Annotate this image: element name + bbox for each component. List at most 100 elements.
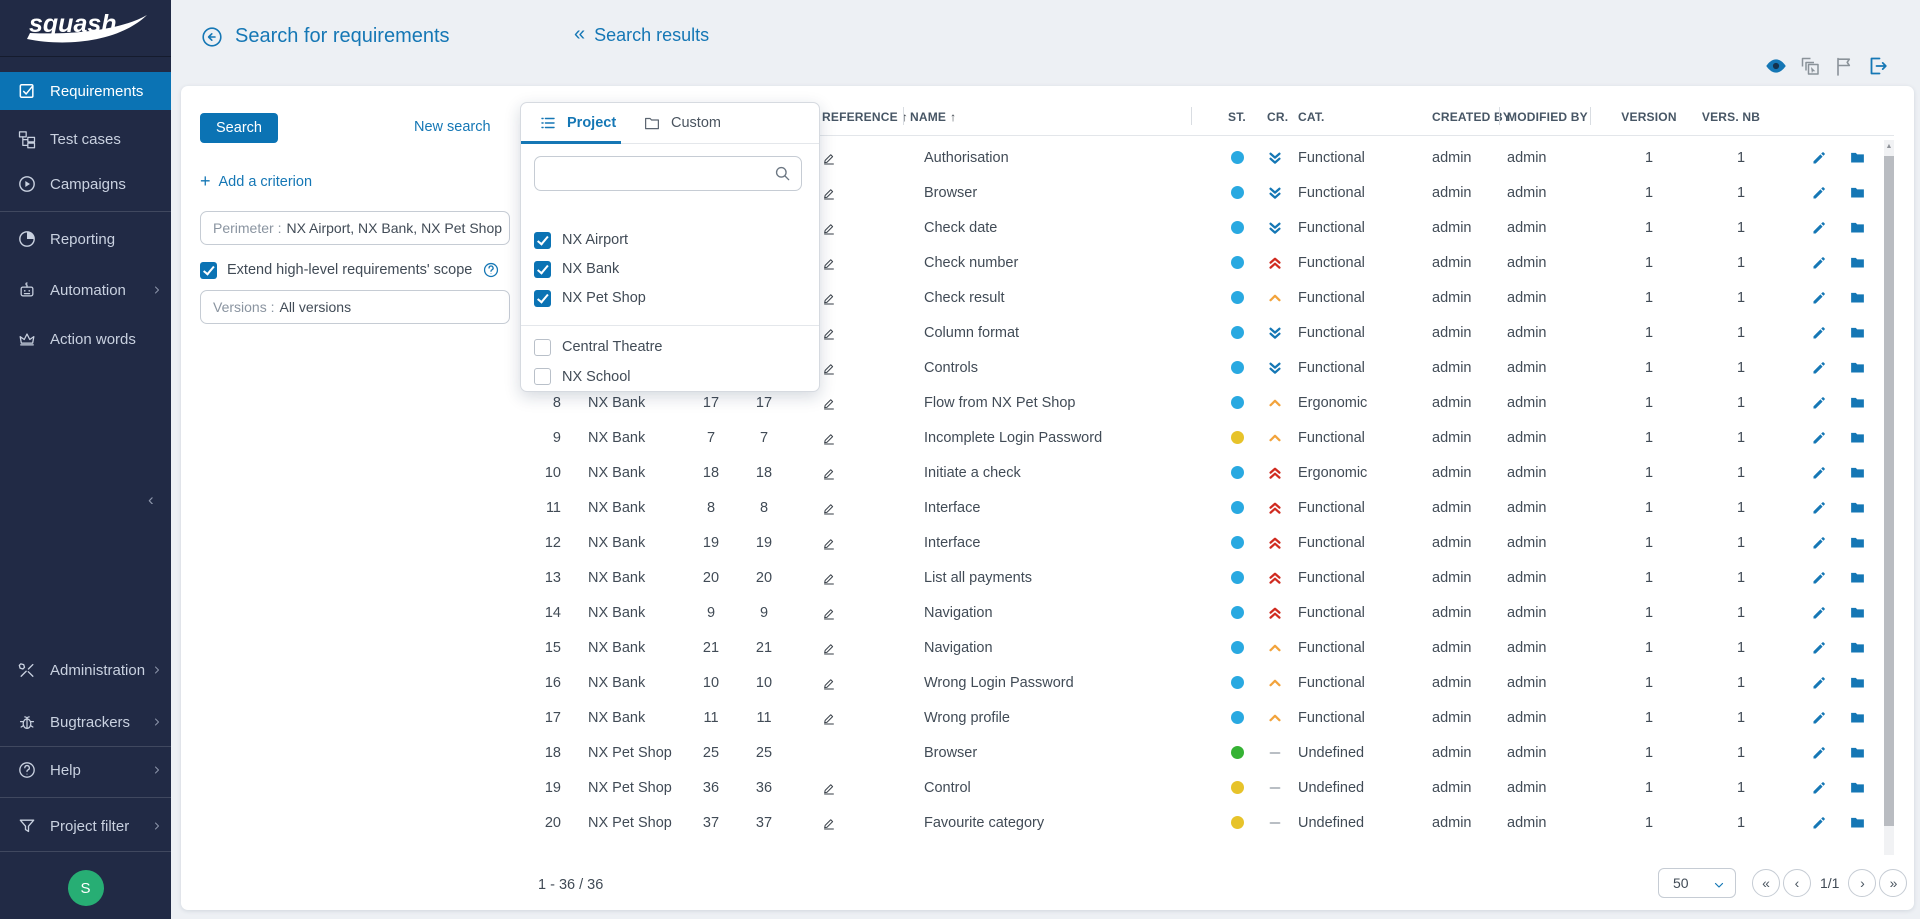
search-results-link[interactable]: « Search results (574, 23, 710, 45)
column-header-version-count[interactable]: VERS. NB (1701, 110, 1761, 124)
open-folder-icon[interactable] (1849, 744, 1866, 761)
edit-pencil-icon[interactable] (1811, 674, 1828, 691)
open-folder-icon[interactable] (1849, 289, 1866, 306)
inline-edit-pencil-icon[interactable] (821, 150, 837, 166)
cell-name[interactable]: Browser (924, 184, 978, 201)
open-folder-icon[interactable] (1849, 254, 1866, 271)
previous-page-button[interactable]: ‹ (1783, 869, 1811, 897)
edit-pencil-icon[interactable] (1811, 709, 1828, 726)
edit-pencil-icon[interactable] (1811, 779, 1828, 796)
last-page-button[interactable]: » (1879, 869, 1908, 897)
open-folder-icon[interactable] (1849, 779, 1866, 796)
table-row[interactable]: 11 NX Bank 8 8 Interface Functional admin admin… (181, 490, 1914, 525)
edit-pencil-icon[interactable] (1811, 394, 1828, 411)
table-row[interactable]: 14 NX Bank 9 9 Navigation Functional admin admi… (181, 595, 1914, 630)
edit-pencil-icon[interactable] (1811, 464, 1828, 481)
eye-icon[interactable] (1764, 54, 1788, 78)
open-folder-icon[interactable] (1849, 604, 1866, 621)
column-header-created-by[interactable]: CREATED BY (1432, 110, 1512, 124)
inline-edit-pencil-icon[interactable] (821, 220, 837, 236)
sidebar-item-campaigns[interactable]: Campaigns (0, 165, 171, 203)
checked-checkbox[interactable] (534, 289, 551, 307)
column-header-category[interactable]: CAT. (1298, 110, 1325, 124)
column-header-modified-by[interactable]: MODIFIED BY (1507, 110, 1588, 124)
sidebar-item-administration[interactable]: Administration (0, 651, 171, 689)
table-row[interactable]: Check number Functional admin admin 1 1 (181, 245, 1914, 280)
edit-pencil-icon[interactable] (1811, 289, 1828, 306)
open-folder-icon[interactable] (1849, 324, 1866, 341)
inline-edit-pencil-icon[interactable] (821, 640, 837, 656)
open-folder-icon[interactable] (1849, 814, 1866, 831)
open-folder-icon[interactable] (1849, 464, 1866, 481)
edit-pencil-icon[interactable] (1811, 814, 1828, 831)
table-row[interactable]: Column format Functional admin admin 1 1 (181, 315, 1914, 350)
cell-name[interactable]: Check result (924, 289, 1005, 306)
inline-edit-pencil-icon[interactable] (821, 185, 837, 201)
open-folder-icon[interactable] (1849, 499, 1866, 516)
open-folder-icon[interactable] (1849, 639, 1866, 656)
project-option[interactable]: NX School (534, 365, 631, 389)
cell-name[interactable]: Navigation (924, 604, 993, 621)
open-folder-icon[interactable] (1849, 394, 1866, 411)
edit-pencil-icon[interactable] (1811, 429, 1828, 446)
column-header-version[interactable]: VERSION (1621, 110, 1677, 124)
inline-edit-pencil-icon[interactable] (821, 815, 837, 831)
cell-name[interactable]: Favourite category (924, 814, 1045, 831)
project-option[interactable]: Central Theatre (534, 335, 662, 359)
column-header-name[interactable]: NAME ↑ (910, 110, 957, 124)
inline-edit-pencil-icon[interactable] (821, 290, 837, 306)
open-folder-icon[interactable] (1849, 709, 1866, 726)
scroll-up-icon[interactable]: ▲ (1885, 143, 1893, 150)
table-row[interactable]: 10 NX Bank 18 18 Initiate a check Ergonomic ad… (181, 455, 1914, 490)
flag-icon[interactable] (1832, 54, 1856, 78)
cell-name[interactable]: Check number (924, 254, 1019, 271)
squash-logo[interactable]: squash (0, 0, 171, 57)
inline-edit-pencil-icon[interactable] (821, 255, 837, 271)
cell-name[interactable]: Incomplete Login Password (924, 429, 1103, 446)
back-arrow-circle-icon[interactable] (200, 25, 224, 49)
cell-name[interactable]: Column format (924, 324, 1020, 341)
sidebar-item-help[interactable]: Help (0, 751, 171, 789)
open-folder-icon[interactable] (1849, 674, 1866, 691)
cell-name[interactable]: Control (924, 779, 971, 796)
next-page-button[interactable]: › (1848, 869, 1877, 897)
edit-pencil-icon[interactable] (1811, 149, 1828, 166)
unchecked-checkbox[interactable] (534, 368, 551, 385)
edit-pencil-icon[interactable] (1811, 184, 1828, 201)
inline-edit-pencil-icon[interactable] (821, 325, 837, 341)
cell-name[interactable]: Initiate a check (924, 464, 1021, 481)
table-row[interactable]: 13 NX Bank 20 20 List all payments Functional… (181, 560, 1914, 595)
vertical-scrollbar[interactable]: ▲ (1884, 140, 1894, 855)
inline-edit-pencil-icon[interactable] (821, 360, 837, 376)
project-option[interactable]: NX Airport (534, 228, 628, 252)
inline-edit-pencil-icon[interactable] (821, 605, 837, 621)
inline-edit-pencil-icon[interactable] (821, 430, 837, 446)
table-row[interactable]: Check date Functional admin admin 1 1 (181, 210, 1914, 245)
table-row[interactable]: Browser Functional admin admin 1 1 (181, 175, 1914, 210)
select-results-icon[interactable] (1798, 54, 1822, 78)
inline-edit-pencil-icon[interactable] (821, 500, 837, 516)
edit-pencil-icon[interactable] (1811, 219, 1828, 236)
sidebar-item-requirements[interactable]: Requirements (0, 72, 171, 110)
table-row[interactable]: 20 NX Pet Shop 37 37 Favourite category Undef… (181, 805, 1914, 840)
cell-name[interactable]: Interface (924, 534, 981, 551)
inline-edit-pencil-icon[interactable] (821, 465, 837, 481)
versions-criterion[interactable]: Versions : All versions (200, 290, 510, 324)
first-page-button[interactable]: « (1752, 869, 1780, 897)
project-search-input[interactable] (545, 157, 765, 190)
table-row[interactable]: 9 NX Bank 7 7 Incomplete Login Password Funct… (181, 420, 1914, 455)
column-header-status[interactable]: ST. (1228, 110, 1246, 124)
inline-edit-pencil-icon[interactable] (821, 535, 837, 551)
table-row[interactable]: 19 NX Pet Shop 36 36 Control Undefined admin ad… (181, 770, 1914, 805)
inline-edit-pencil-icon[interactable] (821, 710, 837, 726)
user-avatar[interactable]: S (67, 870, 104, 906)
unchecked-checkbox[interactable] (534, 338, 551, 356)
table-row[interactable]: Controls Functional admin admin 1 1 (181, 350, 1914, 385)
cell-name[interactable]: Interface (924, 499, 981, 516)
edit-pencil-icon[interactable] (1811, 534, 1828, 551)
add-criterion-link[interactable]: + Add a criterion (200, 171, 313, 191)
sidebar-item-automation[interactable]: Automation (0, 271, 171, 309)
tab-custom[interactable]: Custom (643, 103, 721, 143)
sidebar-item-project-filter[interactable]: Project filter (0, 807, 171, 845)
sidebar-item-bugtrackers[interactable]: Bugtrackers (0, 703, 171, 741)
